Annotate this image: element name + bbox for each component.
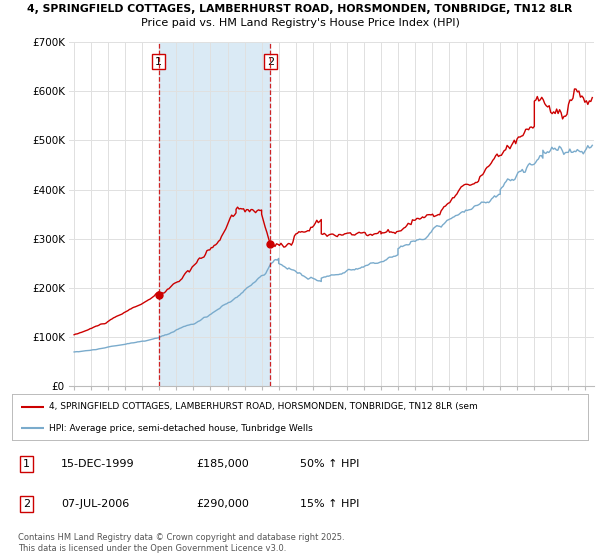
Text: 1: 1 <box>23 459 30 469</box>
Text: 4, SPRINGFIELD COTTAGES, LAMBERHURST ROAD, HORSMONDEN, TONBRIDGE, TN12 8LR (sem: 4, SPRINGFIELD COTTAGES, LAMBERHURST ROA… <box>49 402 478 411</box>
Text: 1: 1 <box>155 57 162 67</box>
Text: 4, SPRINGFIELD COTTAGES, LAMBERHURST ROAD, HORSMONDEN, TONBRIDGE, TN12 8LR: 4, SPRINGFIELD COTTAGES, LAMBERHURST ROA… <box>28 4 572 14</box>
Text: 2: 2 <box>23 499 30 509</box>
Bar <box>158 42 271 386</box>
Text: 15-DEC-1999: 15-DEC-1999 <box>61 459 134 469</box>
Text: Contains HM Land Registry data © Crown copyright and database right 2025.
This d: Contains HM Land Registry data © Crown c… <box>18 533 344 553</box>
Text: 50% ↑ HPI: 50% ↑ HPI <box>300 459 359 469</box>
Text: 15% ↑ HPI: 15% ↑ HPI <box>300 499 359 509</box>
Text: 07-JUL-2006: 07-JUL-2006 <box>61 499 129 509</box>
Text: HPI: Average price, semi-detached house, Tunbridge Wells: HPI: Average price, semi-detached house,… <box>49 423 313 433</box>
Text: £290,000: £290,000 <box>196 499 249 509</box>
Text: 2: 2 <box>267 57 274 67</box>
Text: £185,000: £185,000 <box>196 459 249 469</box>
Text: Price paid vs. HM Land Registry's House Price Index (HPI): Price paid vs. HM Land Registry's House … <box>140 18 460 28</box>
